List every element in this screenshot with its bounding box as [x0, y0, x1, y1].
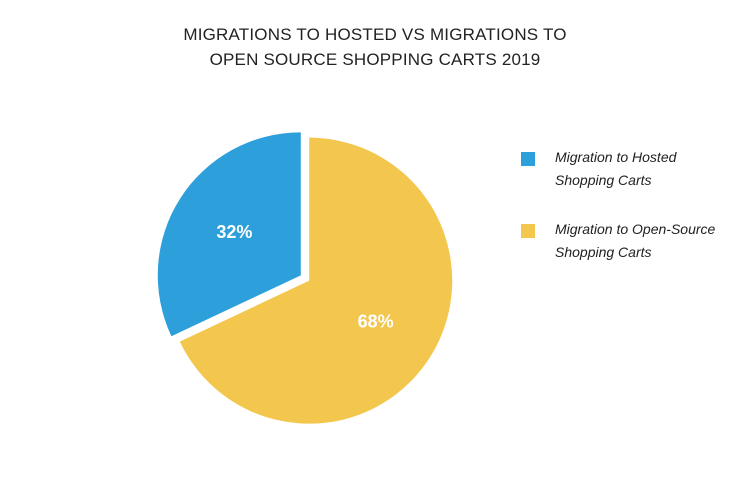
pie-slice-label-hosted: 32% — [216, 222, 252, 242]
chart-title-line-2: OPEN SOURCE SHOPPING CARTS 2019 — [209, 50, 541, 69]
pie-slice-hosted — [157, 132, 301, 337]
chart-title: MIGRATIONS TO HOSTED VS MIGRATIONS TO OP… — [0, 22, 750, 72]
legend-label-open-source-line-1: Migration to Open-Source — [555, 221, 716, 237]
legend-swatch-hosted — [521, 152, 535, 166]
legend-label-open-source-line-2: Shopping Carts — [555, 244, 652, 260]
legend-label-open-source: Migration to Open-Source Shopping Carts — [555, 218, 735, 264]
legend-label-hosted-line-1: Migration to Hosted — [555, 149, 677, 165]
pie-slice-open-source — [179, 137, 453, 424]
pie-slice-label-open-source: 68% — [358, 312, 394, 332]
legend-label-hosted-line-2: Shopping Carts — [555, 172, 652, 188]
chart-title-line-1: MIGRATIONS TO HOSTED VS MIGRATIONS TO — [183, 25, 567, 44]
legend: Migration to Hosted Shopping Carts Migra… — [521, 146, 741, 290]
legend-label-hosted: Migration to Hosted Shopping Carts — [555, 146, 735, 192]
legend-item-open-source: Migration to Open-Source Shopping Carts — [521, 218, 741, 268]
legend-swatch-open-source — [521, 224, 535, 238]
legend-item-hosted: Migration to Hosted Shopping Carts — [521, 146, 741, 196]
